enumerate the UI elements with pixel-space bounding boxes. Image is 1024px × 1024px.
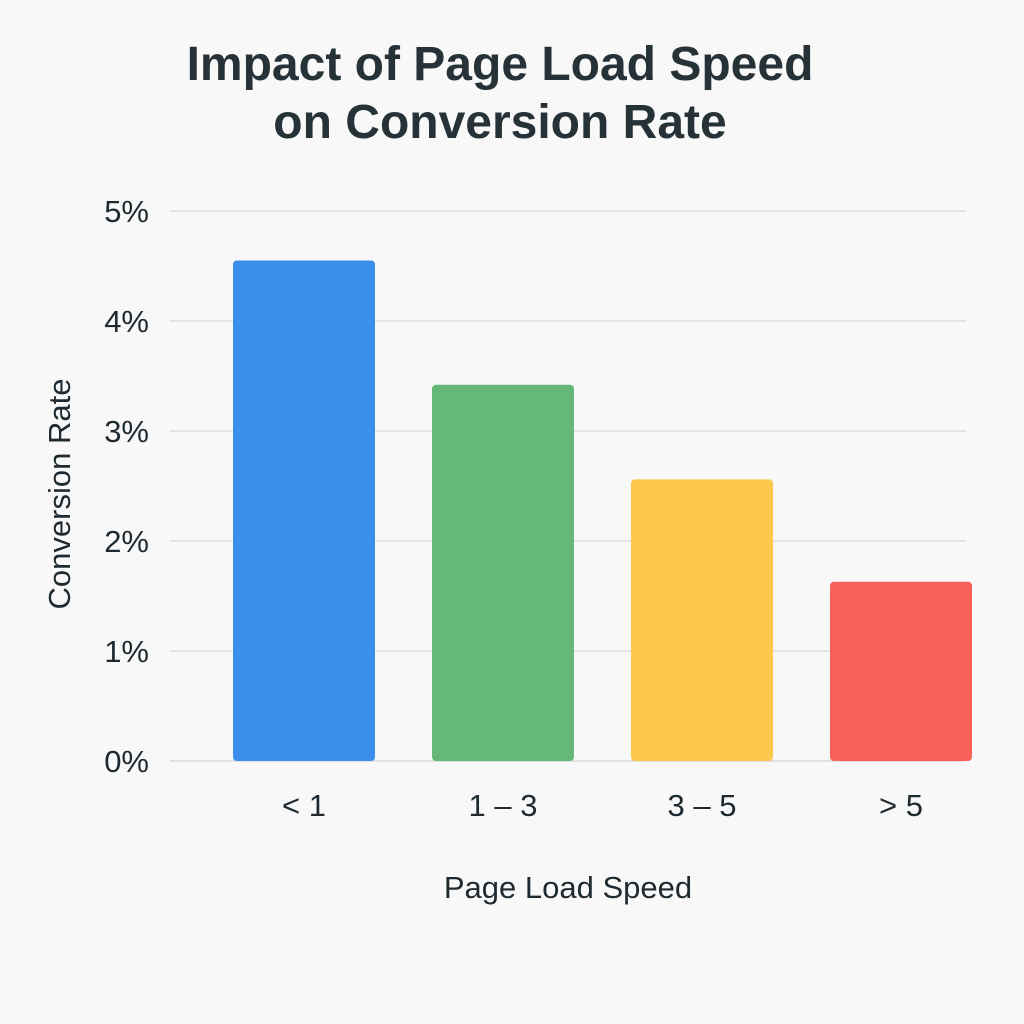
x-tick-label: 1 – 3 (469, 788, 538, 823)
bars (233, 260, 972, 761)
chart-title-line-2: on Conversion Rate (273, 96, 727, 149)
y-tick-label: 0% (104, 744, 149, 779)
bar (233, 260, 375, 761)
y-axis-ticks: 0% 1% 2% 3% 4% 5% (104, 194, 149, 779)
x-axis-ticks: < 1 1 – 3 3 – 5 > 5 (282, 788, 923, 823)
x-tick-label: > 5 (879, 788, 923, 823)
bar (631, 479, 773, 761)
x-tick-label: 3 – 5 (668, 788, 737, 823)
y-tick-label: 2% (104, 524, 149, 559)
chart-title: Impact of Page Load Speed on Conversion … (0, 36, 1000, 152)
y-tick-label: 1% (104, 634, 149, 669)
x-tick-label: < 1 (282, 788, 326, 823)
y-axis-label: Conversion Rate (42, 379, 77, 610)
bar (432, 384, 574, 761)
bar (830, 581, 972, 761)
y-tick-label: 3% (104, 414, 149, 449)
x-axis-label: Page Load Speed (444, 870, 692, 905)
y-tick-label: 5% (104, 194, 149, 229)
chart-title-line-1: Impact of Page Load Speed (186, 38, 814, 91)
y-tick-label: 4% (104, 304, 149, 339)
